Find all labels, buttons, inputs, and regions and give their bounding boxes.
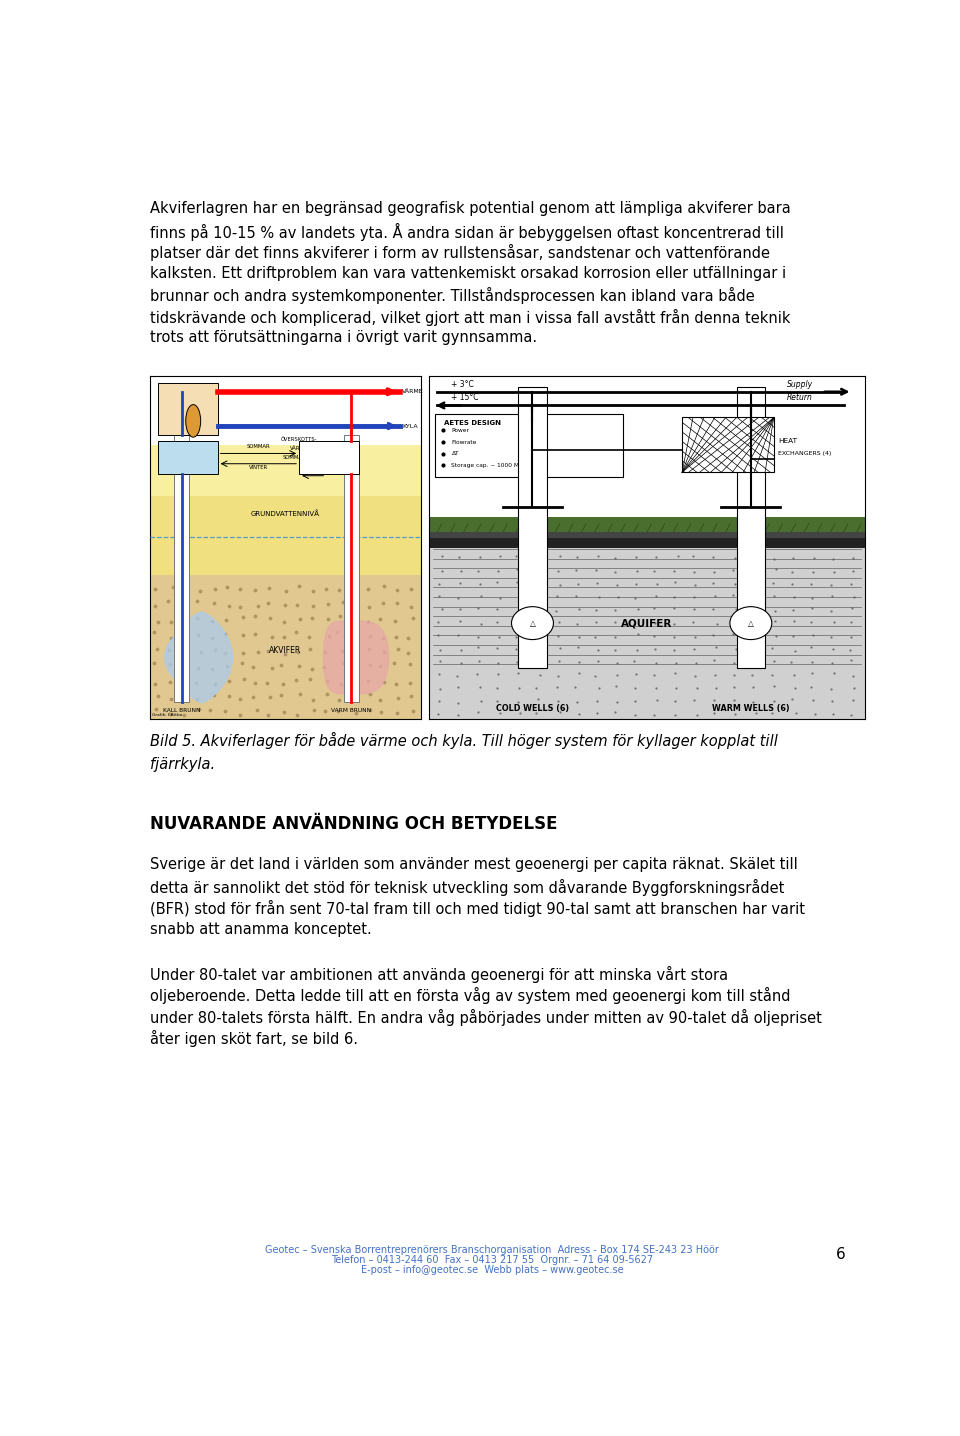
Text: Bild 5. Akviferlager för både värme och kyla. Till höger system för kyllager kop: Bild 5. Akviferlager för både värme och … [150,732,778,750]
Text: Under 80-talet var ambitionen att använda geoenergi för att minska vårt stora: Under 80-talet var ambitionen att använd… [150,965,728,982]
Text: detta är sannolikt det stöd för teknisk utveckling som dåvarande Byggforskningsr: detta är sannolikt det stöd för teknisk … [150,879,784,896]
Text: snabb att anamma konceptet.: snabb att anamma konceptet. [150,922,372,938]
Text: oljeberoende. Detta ledde till att en första våg av system med geoenergi kom til: oljeberoende. Detta ledde till att en fö… [150,987,790,1004]
Text: Geotec – Svenska Borrentreprenörers Branschorganisation  Adress - Box 174 SE-243: Geotec – Svenska Borrentreprenörers Bran… [265,1245,719,1255]
Text: 6: 6 [835,1246,846,1262]
Text: E-post – info@geotec.se  Webb plats – www.geotec.se: E-post – info@geotec.se Webb plats – www… [361,1265,623,1275]
Text: tidskrävande och komplicerad, vilket gjort att man i vissa fall avstått från den: tidskrävande och komplicerad, vilket gjo… [150,309,790,326]
Text: åter igen sköt fart, se bild 6.: åter igen sköt fart, se bild 6. [150,1031,358,1047]
Text: platser där det finns akviferer i form av rullstensåsar, sandstenar och vattenfö: platser där det finns akviferer i form a… [150,244,770,261]
Text: Sverige är det land i världen som använder mest geoenergi per capita räknat. Skä: Sverige är det land i världen som använd… [150,857,798,872]
Text: finns på 10-15 % av landets yta. Å andra sidan är bebyggelsen oftast koncentrera: finns på 10-15 % av landets yta. Å andra… [150,223,783,241]
Text: trots att förutsättningarna i övrigt varit gynnsamma.: trots att förutsättningarna i övrigt var… [150,330,537,346]
Text: brunnar och andra systemkomponenter. Tillståndsprocessen kan ibland vara både: brunnar och andra systemkomponenter. Til… [150,287,755,304]
Text: (BFR) stod för från sent 70-tal fram till och med tidigt 90-tal samt att bransch: (BFR) stod för från sent 70-tal fram til… [150,900,804,918]
Text: NUVARANDE ANVÄNDNING OCH BETYDELSE: NUVARANDE ANVÄNDNING OCH BETYDELSE [150,816,557,833]
Text: kalksten. Ett driftproblem kan vara vattenkemiskt orsakad korrosion eller utfäll: kalksten. Ett driftproblem kan vara vatt… [150,266,786,281]
Text: Telefon – 0413-244 60  Fax – 0413 217 55  Orgnr. – 71 64 09-5627: Telefon – 0413-244 60 Fax – 0413 217 55 … [331,1255,653,1265]
Text: under 80-talets första hälft. En andra våg påbörjades under mitten av 90-talet d: under 80-talets första hälft. En andra v… [150,1010,822,1025]
Text: Akviferlagren har en begränsad geografisk potential genom att lämpliga akviferer: Akviferlagren har en begränsad geografis… [150,201,790,215]
Text: fjärrkyla.: fjärrkyla. [150,757,215,773]
